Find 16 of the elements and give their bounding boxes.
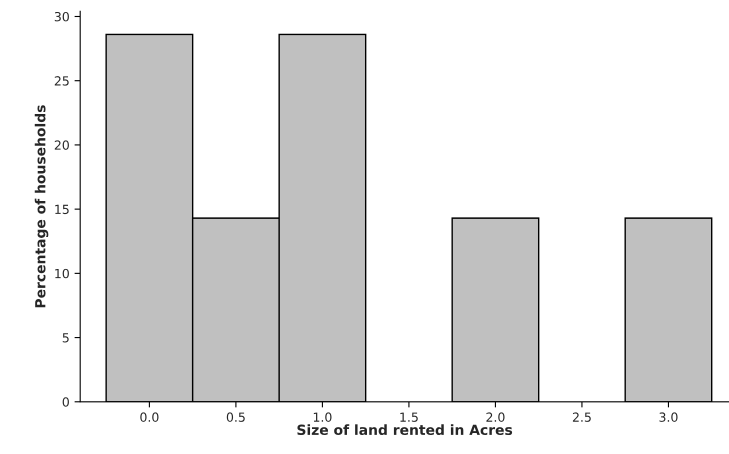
- x-tick-label: 1.5: [400, 412, 418, 422]
- y-tick-label: 30: [54, 12, 69, 22]
- y-tick-label: 20: [54, 140, 69, 150]
- x-tick-label: 0.0: [140, 412, 159, 422]
- x-tick-label: 1.0: [314, 412, 332, 422]
- x-tick-label: 3.0: [659, 412, 678, 422]
- y-tick-label: 15: [55, 204, 69, 214]
- y-tick-label: 0: [62, 397, 69, 407]
- y-tick-label: 5: [62, 333, 69, 342]
- x-tick-label: 2.5: [572, 412, 591, 422]
- y-tick-label: 10: [55, 268, 69, 278]
- x-axis-title: Size of land rented in Acres: [297, 424, 512, 436]
- y-axis-title: Percentage of households: [34, 105, 48, 308]
- y-tick-label: 25: [54, 76, 69, 86]
- x-tick-label: 2.0: [486, 412, 505, 422]
- x-tick-label: 0.5: [226, 412, 245, 422]
